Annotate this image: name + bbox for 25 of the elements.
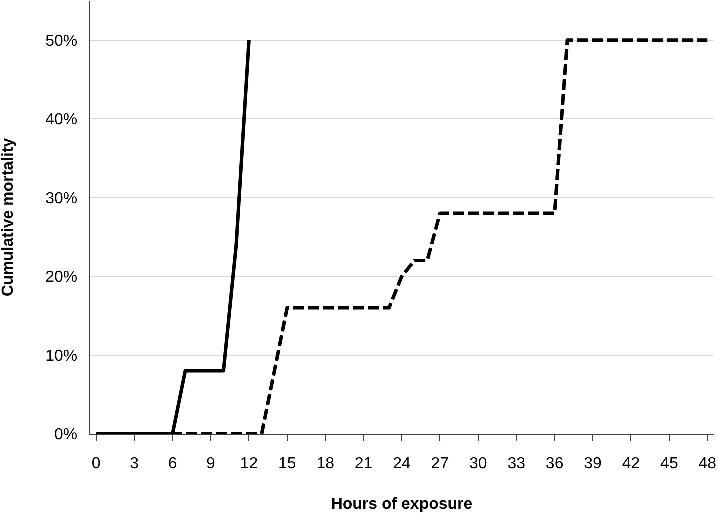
x-tick-label: 18 (316, 455, 335, 472)
y-tick-label: 50% (46, 32, 78, 50)
x-tick-label: 6 (168, 455, 178, 472)
x-tick-label: 33 (508, 455, 526, 472)
x-tick-label: 27 (431, 455, 450, 472)
y-tick-label: 0% (54, 426, 78, 444)
x-tick-label: 39 (584, 455, 602, 472)
x-tick-label: 3 (130, 455, 140, 472)
x-tick-label: 36 (546, 455, 564, 472)
y-tick-label: 30% (46, 190, 78, 208)
y-tick-label: 10% (46, 348, 78, 365)
x-tick-label: 0 (92, 455, 101, 472)
y-tick-label: 40% (46, 112, 78, 129)
x-tick-label: 24 (393, 455, 411, 472)
x-tick-label: 45 (660, 455, 678, 472)
x-tick-label: 15 (278, 455, 296, 472)
y-tick-label: 20% (46, 269, 78, 286)
y-axis-title: Cumulative mortality (0, 138, 17, 297)
x-tick-label: 12 (240, 455, 258, 472)
x-tick-label: 21 (354, 455, 373, 472)
x-tick-label: 48 (698, 455, 717, 472)
x-tick-label: 30 (470, 455, 488, 472)
x-tick-label: 42 (622, 455, 640, 472)
x-axis-title: Hours of exposure (331, 496, 473, 514)
x-tick-label: 9 (206, 455, 216, 472)
